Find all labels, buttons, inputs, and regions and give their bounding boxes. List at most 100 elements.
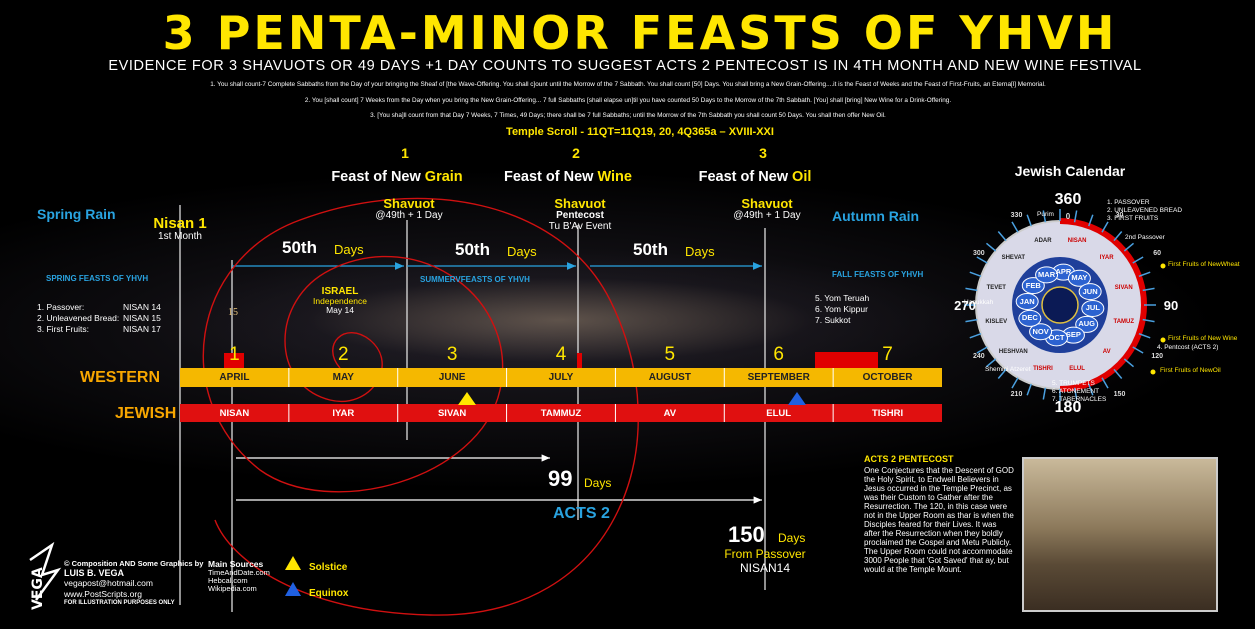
hebrew-month: SHEVAT: [1002, 255, 1025, 261]
month-number: 4: [556, 345, 567, 364]
hebrew-month: SIVAN: [1115, 285, 1133, 291]
month-number: 7: [882, 345, 893, 364]
note-dot: [1151, 370, 1156, 375]
feast-date: NISAN 14: [123, 303, 161, 312]
source-item: Wikipedia.com: [208, 585, 257, 593]
pentecost-illustration: [1022, 457, 1218, 612]
western-month: APRIL: [219, 373, 249, 383]
jewish-month: TAMMUZ: [541, 409, 581, 419]
cal-note: First Fruits of NewOil: [1160, 368, 1221, 375]
feast-date: NISAN 17: [123, 325, 161, 334]
cal-note: 4. Pentcost (ACTS 2): [1157, 345, 1218, 352]
solstice-marker: [458, 392, 476, 405]
spring-heading: SPRING FEASTS OF YHVH: [46, 275, 148, 283]
legend-equinox: [285, 582, 301, 596]
cal-note: Shemini Atzeret: [985, 367, 1031, 374]
jewish-label: JEWISH: [115, 406, 176, 422]
cal-note: 5. TRUMPETS: [1052, 381, 1095, 388]
fall-item: 6. Yom Kippur: [815, 305, 868, 314]
hebrew-month: ELUL: [1069, 366, 1085, 372]
degree-label: 90: [1164, 299, 1178, 312]
month-number: 2: [338, 345, 349, 364]
western-month-bubble: SEP: [1066, 331, 1081, 339]
summer-heading: SUMMERVFEASTS OF YHVH: [420, 276, 530, 284]
hebrew-month: IYAR: [1100, 255, 1114, 261]
note-dot: [1161, 264, 1166, 269]
western-month-bubble: JUL: [1086, 304, 1100, 312]
wheel-spoke: [998, 231, 1006, 240]
feast-name: Feast of New Wine: [504, 170, 632, 185]
feast-prefix: Feast of New: [504, 169, 593, 185]
wheel-spoke: [1043, 388, 1045, 400]
feast-name: Feast of New Grain: [331, 170, 462, 185]
shavuot-note: Pentecost: [556, 211, 604, 221]
credit: FOR ILLUSTRATION PURPOSES ONLY: [64, 600, 175, 606]
western-month: JULY: [549, 373, 574, 383]
western-month-bubble: OCT: [1049, 334, 1065, 342]
scroll-rule: 3. [You sha]ll count from that Day 7 Wee…: [370, 113, 886, 119]
equinox-marker: [788, 392, 806, 405]
shavuot-note: @49th + 1 Day: [733, 211, 800, 221]
wheel-spoke: [1027, 215, 1031, 226]
degree-label: 240: [973, 353, 985, 360]
span-unit: Days: [584, 477, 611, 489]
count-number: 50th: [455, 241, 490, 258]
western-month: AUGUST: [649, 373, 691, 383]
jewish-month: ELUL: [766, 409, 791, 419]
nisan-label: Nisan 1: [153, 216, 206, 231]
hebrew-month: TISHRI: [1033, 366, 1053, 372]
fall-item: 7. Sukkot: [815, 316, 850, 325]
cal-note: First Fruits of New Wine: [1168, 336, 1237, 343]
degree-label: 360: [1055, 192, 1082, 208]
wheel-spoke: [1012, 222, 1018, 232]
feast-date: NISAN 15: [123, 314, 161, 323]
scroll-rule: 2. You [shall count] 7 Weeks from the Da…: [305, 98, 951, 104]
wheel-spoke: [1027, 384, 1031, 395]
wheel-center: [1042, 287, 1078, 323]
western-month-bubble: APR: [1056, 268, 1072, 276]
cal-note: 3. FIRST FRUITS: [1107, 216, 1158, 223]
degree-label: 120: [1151, 353, 1163, 360]
credit-author: LUIS B. VEGA: [64, 569, 124, 578]
jewish-month: NISAN: [220, 409, 250, 419]
span-from: From Passover: [724, 548, 805, 560]
wheel-spoke: [1114, 231, 1122, 240]
degree-label: 150: [1114, 391, 1126, 398]
wheel-spoke: [1114, 369, 1122, 378]
count-number: 50th: [282, 239, 317, 256]
western-month-bubble: DEC: [1022, 314, 1038, 322]
acts-label: ACTS 2: [553, 506, 610, 522]
fall-heading: FALL FEASTS OF YHVH: [832, 271, 923, 279]
wheel-spoke: [977, 257, 987, 263]
scroll-rule: 1. You shall count-7 Complete Sabbaths f…: [210, 82, 1046, 88]
western-month-bubble: MAY: [1071, 274, 1087, 282]
wheel-spoke: [986, 243, 995, 251]
cal-note: 7. TABERNACLES: [1052, 397, 1106, 404]
day-marker: 15: [228, 307, 238, 318]
feast-word: Wine: [593, 169, 632, 185]
month-number: 1: [229, 345, 240, 364]
shavuot-note: @49th + 1 Day: [375, 211, 442, 221]
wheel-spoke: [1124, 243, 1133, 251]
wheel-spoke: [970, 334, 981, 338]
feast-item: 1. Passover:: [37, 303, 84, 312]
legend-label: Solstice: [309, 563, 347, 573]
cal-note: 2. UNLEAVENED BREAD: [1107, 208, 1182, 215]
shavuot-note: Tu B'Av Event: [549, 222, 612, 232]
nisan-sub: 1st Month: [158, 232, 202, 242]
western-month-bubble: JUN: [1083, 288, 1098, 296]
western-month-bubble: NOV: [1032, 328, 1048, 336]
jewish-month: AV: [664, 409, 677, 419]
acts2-title: ACTS 2 PENTECOST: [864, 455, 954, 464]
legend-solstice: [285, 556, 301, 570]
fall-item: 5. Yom Teruah: [815, 294, 869, 303]
scroll-source: Temple Scroll - 11QT=11Q19, 20, 4Q365a –…: [506, 127, 774, 138]
cal-note: 6. ATONEMENT: [1052, 389, 1099, 396]
jewish-month: SIVAN: [438, 409, 466, 419]
span-days: 99: [548, 468, 572, 490]
credit: © Composition AND Some Graphics by: [64, 560, 203, 568]
hebrew-month: AV: [1103, 349, 1111, 355]
feast-word: Oil: [788, 169, 811, 185]
wheel-spoke: [1124, 359, 1133, 367]
cal-note: Purim: [1037, 212, 1054, 219]
